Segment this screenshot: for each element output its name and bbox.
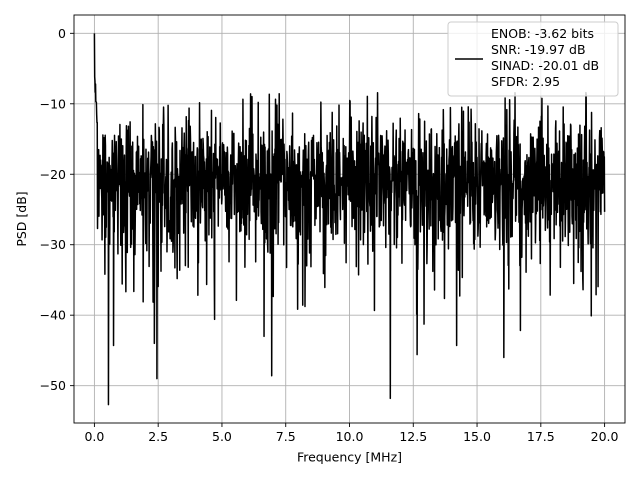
y-axis-label: PSD [dB] xyxy=(14,191,29,246)
series-line xyxy=(93,33,606,406)
legend-entry-sinad: SINAD: -20.01 dB xyxy=(491,58,599,73)
x-tick-label: 0.0 xyxy=(84,429,104,444)
x-tick-label: 15.0 xyxy=(463,429,491,444)
y-tick-label: −40 xyxy=(40,308,66,323)
x-axis-label: Frequency [MHz] xyxy=(297,450,402,465)
x-axis: 0.0 2.5 5.0 7.5 10.0 12.5 15.0 17.5 20.0 xyxy=(84,423,619,444)
plot-area xyxy=(93,33,606,406)
y-tick-label: 0 xyxy=(58,26,66,41)
y-tick-label: −30 xyxy=(40,237,66,252)
x-tick-label: 17.5 xyxy=(527,429,555,444)
x-tick-label: 2.5 xyxy=(148,429,168,444)
y-tick-label: −10 xyxy=(40,96,66,111)
legend-entry-sfdr: SFDR: 2.95 xyxy=(491,74,560,89)
y-tick-label: −50 xyxy=(40,378,66,393)
legend-box xyxy=(447,21,619,97)
x-tick-label: 7.5 xyxy=(276,429,296,444)
x-tick-label: 10.0 xyxy=(336,429,364,444)
y-axis: 0 −10 −20 −30 −40 −50 xyxy=(40,26,74,393)
legend-entry-enob: ENOB: -3.62 bits xyxy=(491,26,594,41)
legend-entry-snr: SNR: -19.97 dB xyxy=(491,42,586,57)
legend: ENOB: -3.62 bits SNR: -19.97 dB SINAD: -… xyxy=(447,21,619,97)
y-tick-label: −20 xyxy=(40,167,66,182)
x-tick-label: 12.5 xyxy=(399,429,427,444)
x-tick-label: 5.0 xyxy=(212,429,232,444)
x-tick-label: 20.0 xyxy=(591,429,619,444)
